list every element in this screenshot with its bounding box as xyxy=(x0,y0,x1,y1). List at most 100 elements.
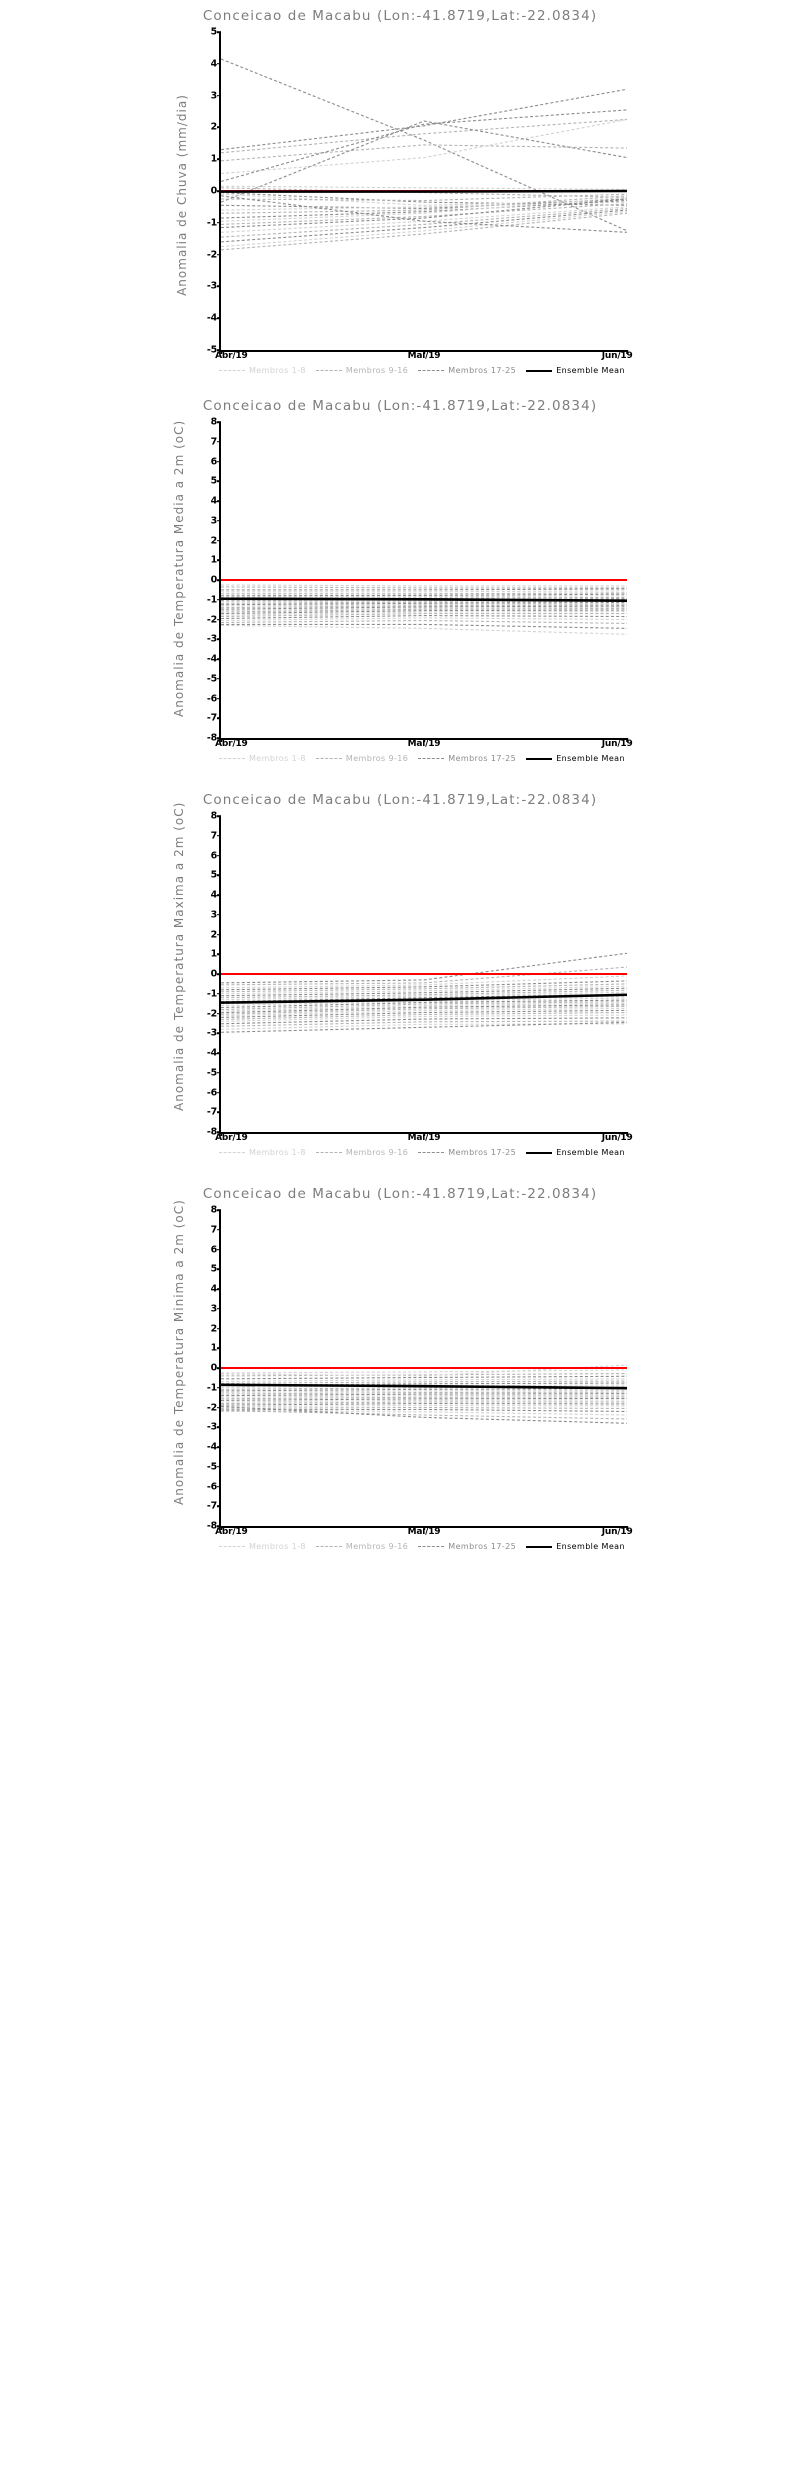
member-line xyxy=(221,1375,627,1380)
y-axis-tick-mark xyxy=(217,1052,221,1054)
x-axis-tick-mark xyxy=(423,738,425,742)
legend-item-membros-1-8[interactable]: Membros 1-8 xyxy=(219,1542,306,1551)
y-axis-label: Anomalia de Temperatura Media a 2m (oC) xyxy=(172,419,186,717)
member-line xyxy=(221,999,627,1009)
y-axis-tick-mark xyxy=(217,973,221,975)
y-axis-label: Anomalia de Temperatura Maxima a 2m (oC) xyxy=(172,801,186,1111)
legend-item-ensemble-mean[interactable]: Ensemble Mean xyxy=(526,754,625,763)
member-line xyxy=(221,613,627,618)
legend-label: Ensemble Mean xyxy=(556,754,625,763)
legend-label: Ensemble Mean xyxy=(556,366,625,375)
legend-label: Membros 9-16 xyxy=(345,754,409,763)
legend-item-membros-9-16[interactable]: Membros 9-16 xyxy=(315,754,409,763)
x-axis-tick-label: Mai/19 xyxy=(407,351,441,361)
legend-item-membros-1-8[interactable]: Membros 1-8 xyxy=(219,1148,306,1157)
member-line xyxy=(221,1391,627,1395)
legend-item-membros-17-25[interactable]: Membros 17-25 xyxy=(418,754,516,763)
member-line xyxy=(221,1369,627,1374)
member-line xyxy=(221,1007,627,1017)
y-axis-tick-label: -2 xyxy=(206,1008,217,1019)
legend-swatch-icon xyxy=(315,758,342,759)
member-line xyxy=(221,1380,627,1384)
x-axis-tick-mark xyxy=(626,350,628,354)
y-axis-tick-mark xyxy=(217,349,221,351)
y-axis-tick-label: -1 xyxy=(206,988,217,1000)
x-axis-tick-label: Jun/19 xyxy=(601,1527,633,1537)
member-line xyxy=(221,185,627,190)
legend-item-membros-17-25[interactable]: Membros 17-25 xyxy=(418,366,516,375)
legend-label: Membros 9-16 xyxy=(345,1542,409,1551)
legend-item-membros-9-16[interactable]: Membros 9-16 xyxy=(315,366,408,375)
y-axis-tick-label: -5 xyxy=(206,1461,217,1473)
legend-item-membros-17-25[interactable]: Membros 17-25 xyxy=(418,1148,516,1157)
member-line xyxy=(221,619,627,624)
legend-item-membros-1-8[interactable]: Membros 1-8 xyxy=(219,754,306,763)
y-axis-tick-mark xyxy=(217,1525,221,1527)
legend-item-membros-17-25[interactable]: Membros 17-25 xyxy=(418,1542,516,1551)
legend-swatch-icon xyxy=(315,370,342,371)
y-axis-tick-label: 0 xyxy=(210,185,218,197)
y-axis-tick-mark xyxy=(217,94,221,97)
series-lines xyxy=(221,1364,627,1424)
y-axis-tick-label: -7 xyxy=(206,712,217,724)
member-line xyxy=(221,987,627,997)
y-axis-tick-mark xyxy=(217,421,221,423)
y-axis-tick-mark xyxy=(217,1071,221,1074)
y-axis-tick-mark xyxy=(217,1406,221,1409)
y-axis-tick-mark xyxy=(217,717,221,720)
y-axis-tick-mark xyxy=(217,1505,221,1508)
member-line xyxy=(221,195,627,214)
legend-mean-temperature: Membros 1-8 Membros 9-16 Membros 17-25 E… xyxy=(219,754,625,763)
legend-swatch-icon xyxy=(418,758,445,759)
legend-item-ensemble-mean[interactable]: Ensemble Mean xyxy=(526,1148,625,1157)
y-axis-tick-mark xyxy=(217,500,221,502)
y-axis-tick-label: 0 xyxy=(210,968,218,980)
legend-item-membros-1-8[interactable]: Membros 1-8 xyxy=(219,366,306,375)
legend-swatch-icon xyxy=(315,1152,342,1153)
x-axis-tick-mark xyxy=(626,1526,628,1530)
legend-item-ensemble-mean[interactable]: Ensemble Mean xyxy=(526,366,625,375)
member-line xyxy=(221,1396,627,1400)
y-axis-tick-mark xyxy=(217,1228,221,1231)
y-axis-tick-label: 4 xyxy=(210,58,218,70)
y-axis-tick-mark xyxy=(217,460,221,463)
y-axis-tick-mark xyxy=(217,834,221,837)
legend-label: Membros 17-25 xyxy=(448,1542,517,1551)
legend-swatch-icon xyxy=(219,1152,245,1153)
y-axis-tick-label: 6 xyxy=(210,850,218,861)
legend-label: Membros 17-25 xyxy=(448,366,517,375)
y-axis-tick-label: 3 xyxy=(210,90,218,102)
y-axis-tick-mark xyxy=(217,992,221,995)
member-line xyxy=(221,606,627,612)
y-axis-tick-label: -2 xyxy=(206,1402,217,1413)
y-axis-tick-label: -8 xyxy=(206,1520,217,1532)
y-axis-label: Anomalia de Temperatura Minima a 2m (oC) xyxy=(172,1199,186,1505)
x-axis-tick-mark xyxy=(423,350,425,354)
member-line xyxy=(221,584,627,587)
member-line xyxy=(221,983,627,993)
ensemble-mean-line xyxy=(221,1383,627,1390)
y-axis-tick-label: -8 xyxy=(206,1126,217,1138)
plot-area-max-temperature: -8 -7 -6 -5 -4 -3 -2 -1 0 1 2 3 4 5 6 7 8 Abr/19 Mai/19 Jun… xyxy=(207,811,633,1144)
legend-item-membros-9-16[interactable]: Membros 9-16 xyxy=(315,1542,409,1551)
member-line xyxy=(221,600,627,604)
y-axis-tick-label: 1 xyxy=(210,1342,218,1354)
y-axis-tick-label: 8 xyxy=(210,810,218,822)
y-axis-tick-label: 2 xyxy=(210,929,218,940)
y-axis-tick-mark xyxy=(217,697,221,700)
legend-item-ensemble-mean[interactable]: Ensemble Mean xyxy=(526,1542,625,1551)
y-axis-tick-label: 8 xyxy=(210,416,218,428)
y-axis-tick-mark xyxy=(217,894,221,896)
member-line xyxy=(221,1409,627,1420)
x-axis-tick-label: Abr/19 xyxy=(215,739,248,749)
legend-item-membros-9-16[interactable]: Membros 9-16 xyxy=(315,1148,408,1157)
y-axis-tick-label: 1 xyxy=(210,948,218,960)
member-line xyxy=(221,1001,627,1011)
y-axis-tick-label: 3 xyxy=(210,515,218,527)
y-axis-tick-label: 5 xyxy=(210,1263,218,1275)
y-axis-tick-label: 5 xyxy=(210,475,218,487)
member-line xyxy=(221,1378,627,1382)
y-axis-tick-mark xyxy=(217,440,221,443)
member-line xyxy=(221,617,627,622)
page-title: Conceicao de Macabu (Lon:-41.8719,Lat:-2… xyxy=(202,8,598,24)
